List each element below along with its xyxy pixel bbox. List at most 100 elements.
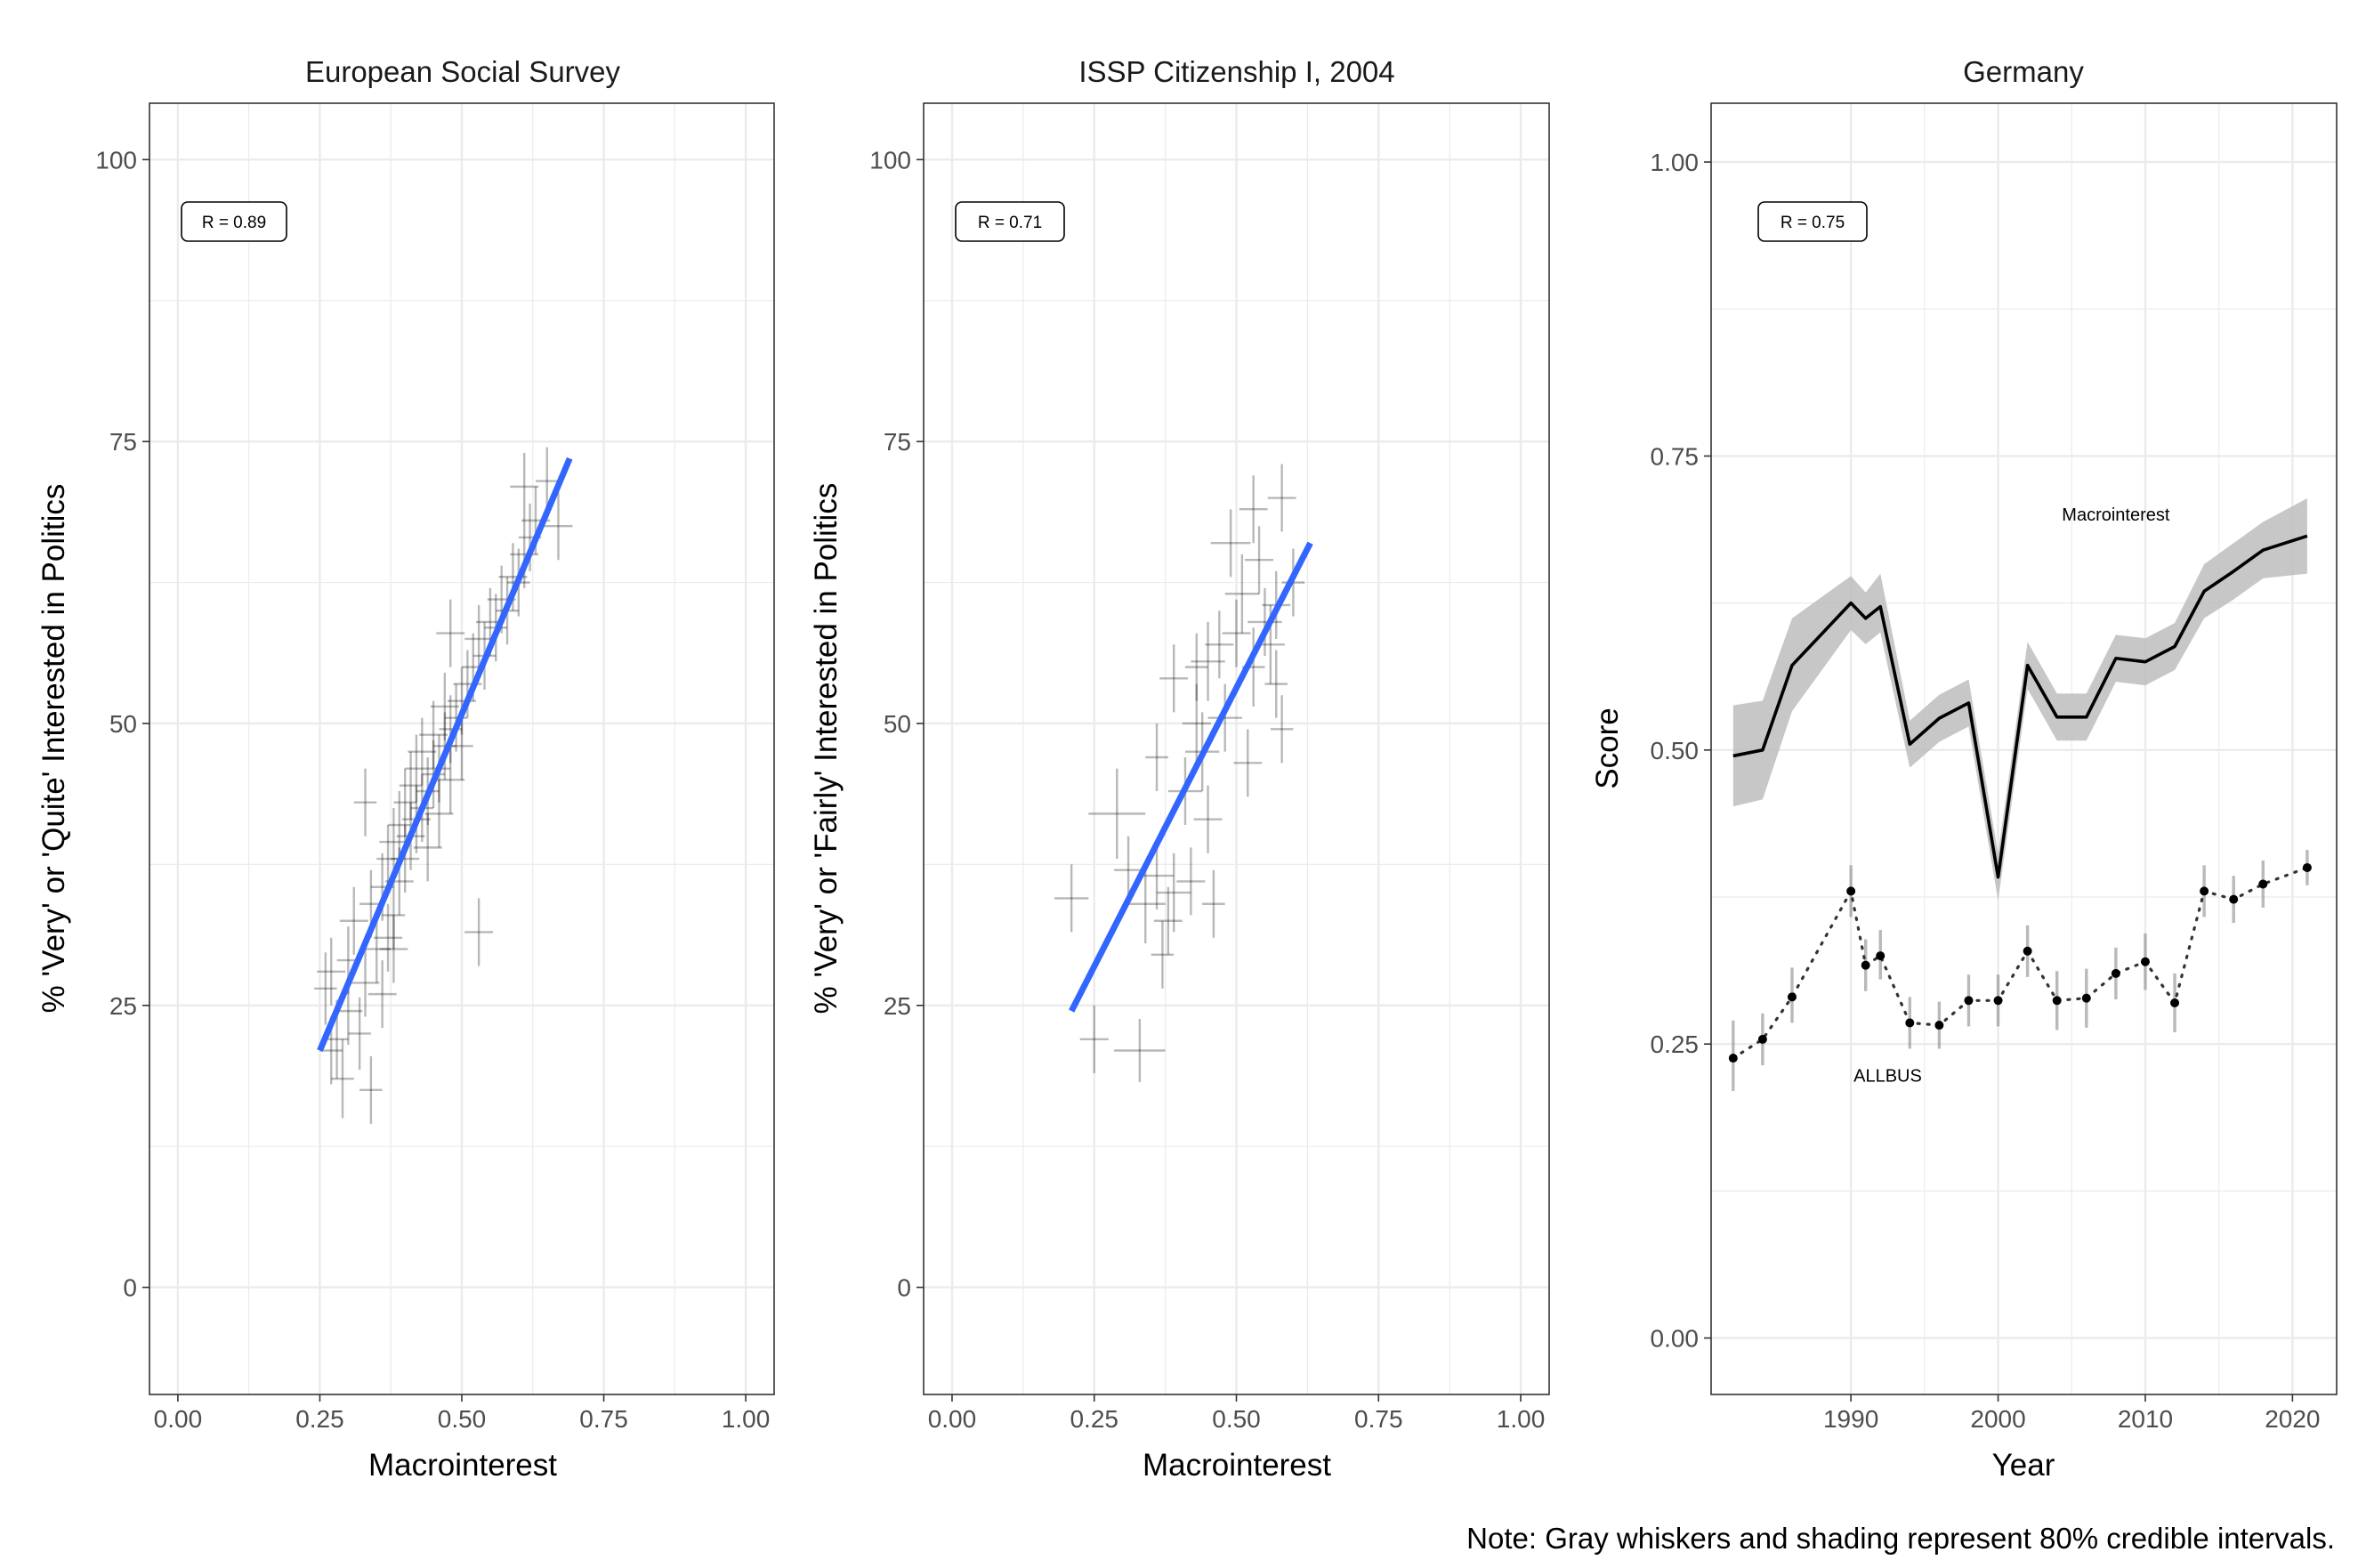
data-point-cross [424, 780, 454, 848]
data-point-cross [1182, 683, 1211, 764]
data-point-cross [1151, 920, 1175, 989]
x-axis-title: Macrointerest [1143, 1448, 1331, 1483]
y-tick-label: 0.75 [1651, 442, 1700, 470]
allbus-point [2052, 996, 2062, 1006]
correlation-label: R = 0.71 [955, 201, 1065, 242]
allbus-point [1846, 886, 1856, 896]
allbus-point [2302, 862, 2312, 872]
data-point-cross [450, 712, 473, 780]
data-point-cross [1224, 554, 1260, 634]
y-tick-label: 100 [95, 146, 137, 174]
correlation-label: R = 0.89 [181, 201, 287, 242]
data-point-cross [1139, 842, 1175, 910]
allbus-point [1861, 960, 1870, 970]
y-axis-title: % 'Very' or 'Fairly' Interested in Polit… [809, 483, 844, 1014]
x-tick-label: 1.00 [722, 1405, 771, 1433]
data-point-cross [1114, 836, 1143, 904]
correlation-label-text: R = 0.89 [202, 214, 266, 232]
data-point-cross [419, 700, 448, 769]
regression-line [1069, 541, 1313, 1013]
data-point-cross [399, 751, 423, 820]
data-point-cross [413, 813, 442, 882]
x-tick-label: 0.75 [1354, 1405, 1403, 1433]
x-tick-label: 0.25 [295, 1405, 344, 1433]
y-tick-label: 0.00 [1651, 1325, 1700, 1353]
x-tick-label: 2000 [1970, 1405, 2025, 1433]
data-point-cross [317, 937, 346, 1006]
panel-title: European Social Survey [305, 55, 621, 88]
y-axis-title: % 'Very' or 'Quite' Interested in Politi… [36, 484, 71, 1014]
data-point-cross [1145, 723, 1168, 792]
panel-title: ISSP Citizenship I, 2004 [1078, 55, 1394, 88]
data-point-cross [362, 915, 392, 983]
allbus-point [1757, 1034, 1767, 1044]
data-point-cross [535, 447, 559, 515]
data-point-cross [1054, 864, 1089, 933]
correlation-label-text: R = 0.75 [1781, 214, 1845, 232]
y-tick-label: 25 [109, 992, 137, 1020]
data-point-cross [348, 997, 371, 1071]
y-tick-label: 0.50 [1651, 737, 1700, 764]
data-point-cross [1191, 621, 1225, 701]
y-tick-label: 75 [884, 428, 911, 456]
y-tick-labels: 0.00 0.25 0.50 0.75 1.00 [1651, 149, 1711, 1353]
x-tick-labels: 0.00 0.25 0.50 0.75 1.00 [928, 1394, 1545, 1433]
correlation-label: R = 0.75 [1757, 201, 1868, 242]
allbus-point [1787, 992, 1797, 1002]
data-point-cross [1233, 729, 1263, 797]
data-point-cross [379, 808, 408, 877]
data-point-cross [374, 903, 402, 972]
data-point-cross [1210, 509, 1251, 578]
regression-line [317, 457, 573, 1052]
correlation-label-box [181, 201, 287, 242]
allbus-point [1964, 996, 1974, 1006]
data-point-cross [444, 683, 468, 752]
allbus-point [1905, 1018, 1915, 1028]
data-point-cross [1248, 587, 1282, 656]
x-tick-label: 0.75 [579, 1405, 628, 1433]
data-point-cross [433, 712, 456, 780]
data-point-cross [436, 599, 465, 667]
series-label: Macrointerest [2062, 505, 2170, 525]
y-tick-labels: 0 25 50 75 100 [95, 146, 149, 1302]
data-point-cross [1267, 464, 1296, 532]
macrointerest-line [1732, 534, 2308, 879]
y-tick-labels: 0 25 50 75 100 [869, 146, 924, 1302]
x-axis-title: Macrointerest [368, 1448, 557, 1483]
series-label: ALLBUS [1853, 1066, 1922, 1086]
y-tick-label: 75 [109, 428, 137, 456]
panel-issp-citizenship: ISSP Citizenship I, 2004 0.00 0.25 0.50 0.7… [809, 55, 1550, 1483]
y-tick-label: 25 [884, 992, 911, 1020]
x-tick-label: 2010 [2118, 1405, 2173, 1433]
data-point-cross [1202, 869, 1225, 938]
x-tick-label: 0.50 [438, 1405, 487, 1433]
data-point-cross [1114, 1019, 1166, 1082]
data-point-cross [1270, 695, 1294, 764]
allbus-point [1993, 996, 2003, 1006]
y-axis-title: Score [1590, 707, 1625, 788]
allbus-point [1876, 951, 1886, 961]
y-tick-label: 1.00 [1651, 149, 1700, 176]
grid [149, 103, 774, 1394]
data-point-cross [379, 915, 408, 983]
x-tick-label: 0.50 [1212, 1405, 1261, 1433]
figure-note: Note: Gray whiskers and shading represen… [1466, 1522, 2335, 1555]
x-tick-labels: 1990 2000 2010 2020 [1823, 1394, 2321, 1433]
plot-frame [1710, 102, 2338, 1395]
data-point-cross [1205, 610, 1234, 679]
data-point-cross [1193, 785, 1223, 853]
y-tick-label: 50 [109, 710, 137, 738]
data-point-cross [1079, 1005, 1109, 1073]
x-tick-label: 0.00 [154, 1405, 203, 1433]
x-tick-label: 0.25 [1070, 1405, 1118, 1433]
allbus-point [2111, 968, 2120, 978]
grid [1711, 103, 2337, 1394]
data-point-cross [510, 520, 539, 588]
allbus-point [1934, 1021, 1944, 1031]
y-tick-label: 0 [897, 1274, 911, 1302]
data-point-cross [1157, 853, 1191, 933]
x-axis-title: Year [1992, 1448, 2055, 1483]
grid [924, 103, 1549, 1394]
correlation-label-box [1757, 201, 1868, 242]
